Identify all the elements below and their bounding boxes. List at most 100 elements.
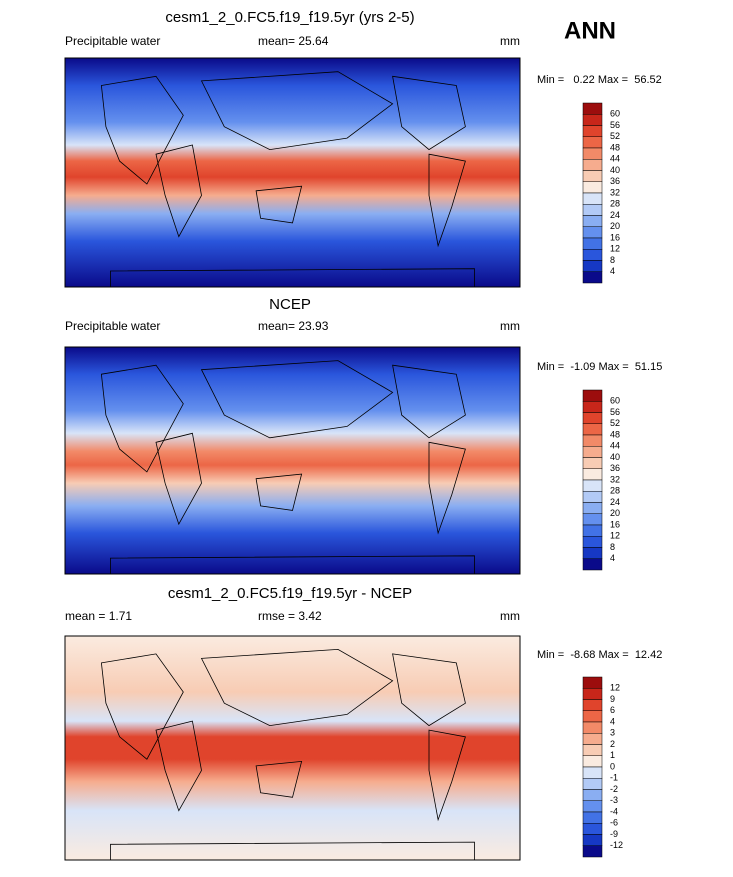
colorbar-box: [582, 547, 603, 559]
colorbar-box: [582, 271, 603, 284]
colorbar-label: 24: [610, 210, 620, 220]
coastline: [255, 185, 303, 224]
colorbar-label: 24: [610, 497, 620, 507]
colorbar-box: [582, 688, 603, 700]
colorbar-box: [582, 800, 603, 813]
colorbar-box: [582, 755, 603, 768]
colorbar-label: 20: [610, 221, 620, 231]
coastline: [200, 360, 394, 439]
map-field: [65, 58, 520, 287]
coastline: [428, 441, 466, 535]
colorbar-label: 4: [610, 553, 615, 563]
colorbar-box: [582, 237, 603, 250]
left-label: Precipitable water: [65, 34, 160, 48]
map-field: [65, 636, 520, 860]
colorbar-box: [582, 260, 603, 272]
colorbar-label: 12: [610, 683, 620, 693]
colorbar-label: 12: [610, 531, 620, 541]
colorbar-label: 12: [610, 244, 620, 254]
colorbar-box: [582, 789, 603, 801]
colorbar-label: 8: [610, 255, 615, 265]
colorbar-label: -1: [610, 773, 618, 783]
colorbar-box: [582, 513, 603, 526]
coastline: [200, 648, 394, 727]
colorbar-box: [582, 159, 603, 171]
colorbar-label: 4: [610, 266, 615, 276]
colorbar-label: -9: [610, 829, 618, 839]
colorbar-label: -2: [610, 784, 618, 794]
colorbar-label: 2: [610, 739, 615, 749]
panel-title: NCEP: [269, 296, 311, 313]
colorbar-box: [582, 536, 603, 548]
colorbar-label: -4: [610, 806, 618, 816]
season-label: ANN: [564, 17, 616, 44]
colorbar-box: [582, 401, 603, 413]
colorbar-box: [582, 502, 603, 514]
colorbar-box: [582, 226, 603, 239]
colorbar-label: 52: [610, 131, 620, 141]
min-max-label: Min = -8.68 Max = 12.42: [537, 649, 662, 661]
colorbar-label: 52: [610, 418, 620, 428]
colorbar-label: 48: [610, 429, 620, 439]
colorbar-box: [582, 389, 603, 402]
colorbar-box: [582, 845, 603, 858]
map-frame: [64, 635, 521, 861]
colorbar-box: [582, 491, 603, 503]
coastline: [392, 653, 466, 727]
colorbar-box: [582, 125, 603, 137]
coastline: [100, 75, 184, 185]
colorbar-label: 60: [610, 396, 620, 406]
center-label: mean= 23.93: [258, 319, 329, 333]
colorbar-label: 9: [610, 694, 615, 704]
colorbar-box: [582, 823, 603, 835]
colorbar-label: 0: [610, 761, 615, 771]
coastline: [255, 760, 303, 798]
min-max-label: Min = 0.22 Max = 56.52: [537, 74, 662, 86]
colorbar-label: 56: [610, 407, 620, 417]
colorbar-box: [582, 147, 603, 160]
coastline: [255, 473, 303, 511]
center-label: mean= 25.64: [258, 34, 329, 48]
colorbar-box: [582, 434, 603, 447]
colorbar-label: 4: [610, 716, 615, 726]
coastline: [100, 653, 184, 760]
colorbar-label: 60: [610, 109, 620, 119]
colorbar-box: [582, 676, 603, 689]
colorbar-box: [582, 102, 603, 115]
coastline: [428, 729, 466, 822]
colorbar-box: [582, 114, 603, 126]
colorbar-box: [582, 733, 603, 745]
colorbar-label: 28: [610, 199, 620, 209]
colorbar-label: 48: [610, 142, 620, 152]
colorbar-label: 36: [610, 463, 620, 473]
colorbar-box: [582, 479, 603, 492]
center-label: rmse = 3.42: [258, 609, 322, 623]
colorbar-label: 16: [610, 519, 620, 529]
colorbar-box: [582, 181, 603, 194]
colorbar-box: [582, 192, 603, 205]
colorbar-label: 40: [610, 452, 620, 462]
colorbar-box: [582, 446, 603, 458]
min-max-label: Min = -1.09 Max = 51.15: [537, 361, 662, 373]
colorbar-box: [582, 778, 603, 790]
colorbar-label: 28: [610, 486, 620, 496]
colorbar-box: [582, 834, 603, 846]
colorbar-box: [582, 524, 603, 537]
left-label: mean = 1.71: [65, 609, 132, 623]
colorbar-box: [582, 744, 603, 756]
colorbar-box: [582, 558, 603, 571]
colorbar-label: 36: [610, 176, 620, 186]
colorbar-label: 6: [610, 705, 615, 715]
coastline: [155, 720, 202, 812]
colorbar-box: [582, 423, 603, 436]
colorbar-label: 44: [610, 154, 620, 164]
colorbar-box: [582, 811, 603, 824]
colorbar-label: -12: [610, 840, 623, 850]
colorbar-box: [582, 721, 603, 734]
colorbar-box: [582, 766, 603, 779]
colorbar-label: 3: [610, 728, 615, 738]
map-frame: [64, 346, 521, 575]
colorbar-box: [582, 412, 603, 424]
colorbar-label: 8: [610, 542, 615, 552]
